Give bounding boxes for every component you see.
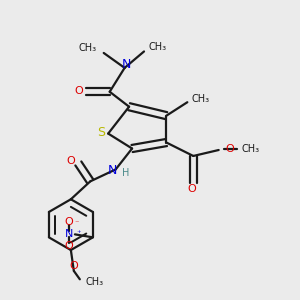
Text: O: O (188, 184, 196, 194)
Text: O: O (225, 144, 234, 154)
Text: O: O (64, 241, 73, 251)
Text: N: N (107, 164, 117, 177)
Text: CH₃: CH₃ (78, 44, 96, 53)
Text: N: N (122, 58, 131, 71)
Text: CH₃: CH₃ (192, 94, 210, 103)
Text: S: S (97, 126, 105, 139)
Text: ⁺: ⁺ (76, 229, 81, 238)
Text: O: O (74, 86, 83, 96)
Text: O: O (67, 156, 75, 166)
Text: N: N (65, 229, 73, 239)
Text: O: O (64, 218, 73, 227)
Text: ⁻: ⁻ (74, 218, 79, 227)
Text: CH₃: CH₃ (148, 42, 166, 52)
Text: CH₃: CH₃ (241, 144, 259, 154)
Text: CH₃: CH₃ (86, 277, 104, 287)
Text: O: O (70, 262, 78, 272)
Text: H: H (122, 168, 129, 178)
